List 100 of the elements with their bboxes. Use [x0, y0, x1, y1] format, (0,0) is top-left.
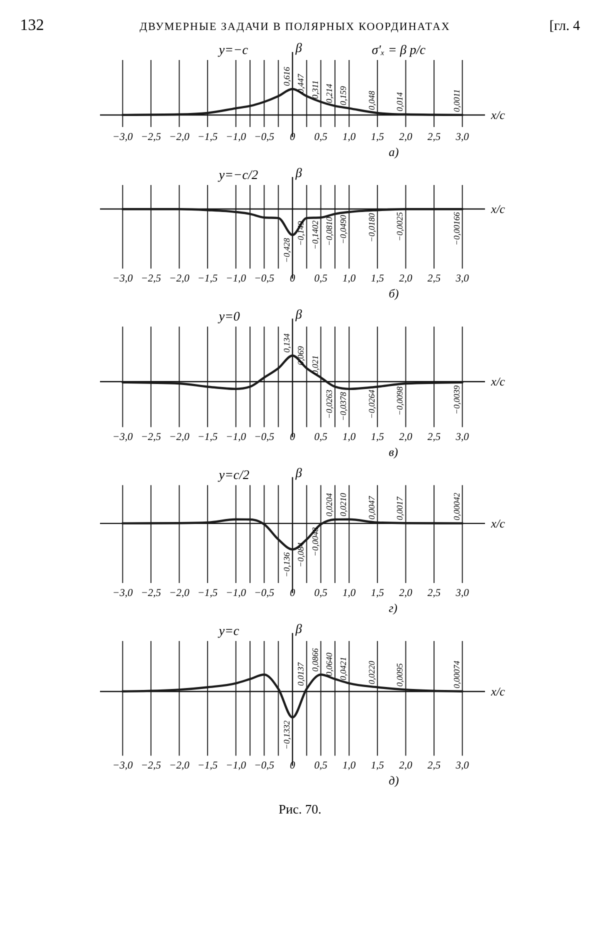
y-axis-title: β	[294, 465, 302, 480]
data-label: 0,0220	[366, 660, 376, 684]
data-label: −0,084	[296, 542, 306, 568]
x-tick-label: −0,5	[254, 588, 274, 600]
data-label: −0,00166	[451, 211, 462, 246]
x-tick-label: −1,0	[226, 274, 247, 285]
x-tick-label: −1,5	[197, 588, 218, 600]
x-tick-label: 3,0	[454, 432, 470, 444]
chart-title: y=c/2	[216, 467, 250, 482]
x-axis-title: x/c	[490, 516, 506, 530]
y-axis-title: β	[294, 40, 302, 55]
x-tick-label: −1,5	[197, 274, 218, 285]
x-axis-title: x/c	[490, 684, 506, 699]
x-tick-label: −2,0	[169, 274, 190, 285]
data-label: 0,014	[394, 92, 405, 112]
x-tick-label: 3,0	[454, 274, 470, 285]
x-tick-label: −2,0	[169, 132, 190, 143]
text: [гл. 4	[549, 19, 580, 34]
text: 132	[20, 17, 44, 34]
x-tick-label: −1,0	[226, 432, 247, 444]
data-label: 0,00042	[451, 492, 462, 520]
x-tick-label: −3,0	[112, 588, 134, 600]
x-tick-label: −3,0	[112, 132, 134, 143]
text: ДВУМЕРНЫЕ ЗАДАЧИ В ПОЛЯРНЫХ КООРДИНАТАХ	[140, 21, 450, 33]
x-tick-label: 1,5	[370, 588, 384, 600]
x-tick-label: 0	[290, 760, 296, 772]
data-label: 0,0866	[310, 647, 320, 672]
chart-title: y=−c	[216, 42, 248, 57]
x-tick-label: −1,5	[197, 132, 218, 143]
x-tick-label: 2,0	[399, 760, 414, 772]
data-label: 0,311	[310, 80, 320, 99]
x-tick-label: −0,5	[254, 432, 274, 444]
x-tick-label: 1,5	[370, 432, 384, 444]
data-label: 0,134	[282, 332, 292, 353]
text: б)	[388, 286, 399, 301]
x-tick-label: 0	[290, 588, 296, 600]
y-axis-title: β	[294, 306, 302, 322]
x-tick-label: −2,0	[169, 432, 190, 444]
x-tick-label: 1,5	[370, 760, 384, 772]
data-label: 0,048	[366, 90, 376, 110]
data-label: −0,136	[282, 552, 292, 578]
x-tick-label: 1,0	[342, 760, 356, 772]
data-label: −0,0264	[366, 388, 376, 419]
text: σ′ₓ = β p/c	[372, 42, 426, 57]
data-label: 0,0421	[338, 656, 348, 680]
data-label: −0,0263	[324, 390, 334, 419]
data-label: −0,0490	[338, 214, 348, 244]
data-label: −0,0025	[394, 212, 405, 242]
x-tick-label: 2,5	[427, 274, 441, 285]
x-tick-label: 1,0	[342, 274, 356, 285]
x-tick-label: −1,0	[226, 760, 247, 772]
data-label: 0,0210	[338, 492, 348, 516]
x-tick-label: −3,0	[112, 274, 134, 285]
data-label: −0,1332	[282, 720, 292, 750]
x-tick-label: 2,0	[399, 588, 414, 600]
x-tick-label: 0	[290, 432, 296, 444]
x-tick-label: −3,0	[112, 432, 134, 444]
x-tick-label: −3,0	[112, 760, 134, 772]
x-tick-label: 1,5	[370, 132, 384, 143]
data-label: 0,00074	[451, 660, 462, 688]
x-tick-label: 3,0	[454, 132, 470, 143]
x-tick-label: −2,5	[140, 274, 162, 285]
x-tick-label: 2,5	[427, 432, 441, 444]
x-tick-label: −2,0	[169, 588, 190, 600]
chart-title: y=0	[216, 308, 240, 324]
data-label: −0,428	[282, 237, 292, 263]
x-tick-label: −1,0	[226, 132, 247, 143]
text: д)	[388, 774, 399, 788]
x-tick-label: 1,0	[342, 432, 356, 444]
x-tick-label: −0,5	[254, 760, 274, 772]
x-tick-label: 2,0	[399, 432, 414, 444]
data-label: −0,0810	[324, 216, 334, 246]
x-tick-label: −0,5	[254, 132, 274, 143]
data-label: 0,0137	[296, 662, 306, 686]
x-tick-label: 2,5	[427, 588, 441, 600]
text: в)	[388, 445, 398, 460]
data-label: 0,0017	[394, 496, 405, 520]
chart-title: y=c	[216, 623, 240, 638]
data-label: 0,214	[324, 83, 334, 103]
text: г)	[388, 601, 398, 616]
x-tick-label: 0,5	[314, 132, 328, 143]
x-tick-label: −2,5	[140, 432, 162, 444]
chart-title: y=−c/2	[216, 167, 259, 182]
data-label: 0,0095	[394, 663, 405, 687]
x-tick-label: 2,5	[427, 760, 441, 772]
data-label: 0,0204	[324, 492, 334, 517]
x-tick-label: −2,0	[169, 760, 190, 772]
data-label: −0,0048	[310, 526, 320, 556]
x-tick-label: 2,0	[399, 274, 414, 285]
x-axis-title: x/c	[490, 108, 506, 122]
x-tick-label: 2,0	[399, 132, 414, 143]
x-axis-title: x/c	[490, 202, 506, 216]
x-tick-label: −2,5	[140, 588, 162, 600]
x-tick-label: −0,5	[254, 274, 274, 285]
data-label: 0,159	[338, 85, 348, 106]
x-tick-label: 0	[290, 274, 296, 285]
data-label: −0,149	[296, 220, 306, 246]
x-tick-label: −2,5	[140, 760, 162, 772]
data-label: 0,0047	[366, 495, 376, 520]
x-tick-label: 0,5	[314, 274, 328, 285]
